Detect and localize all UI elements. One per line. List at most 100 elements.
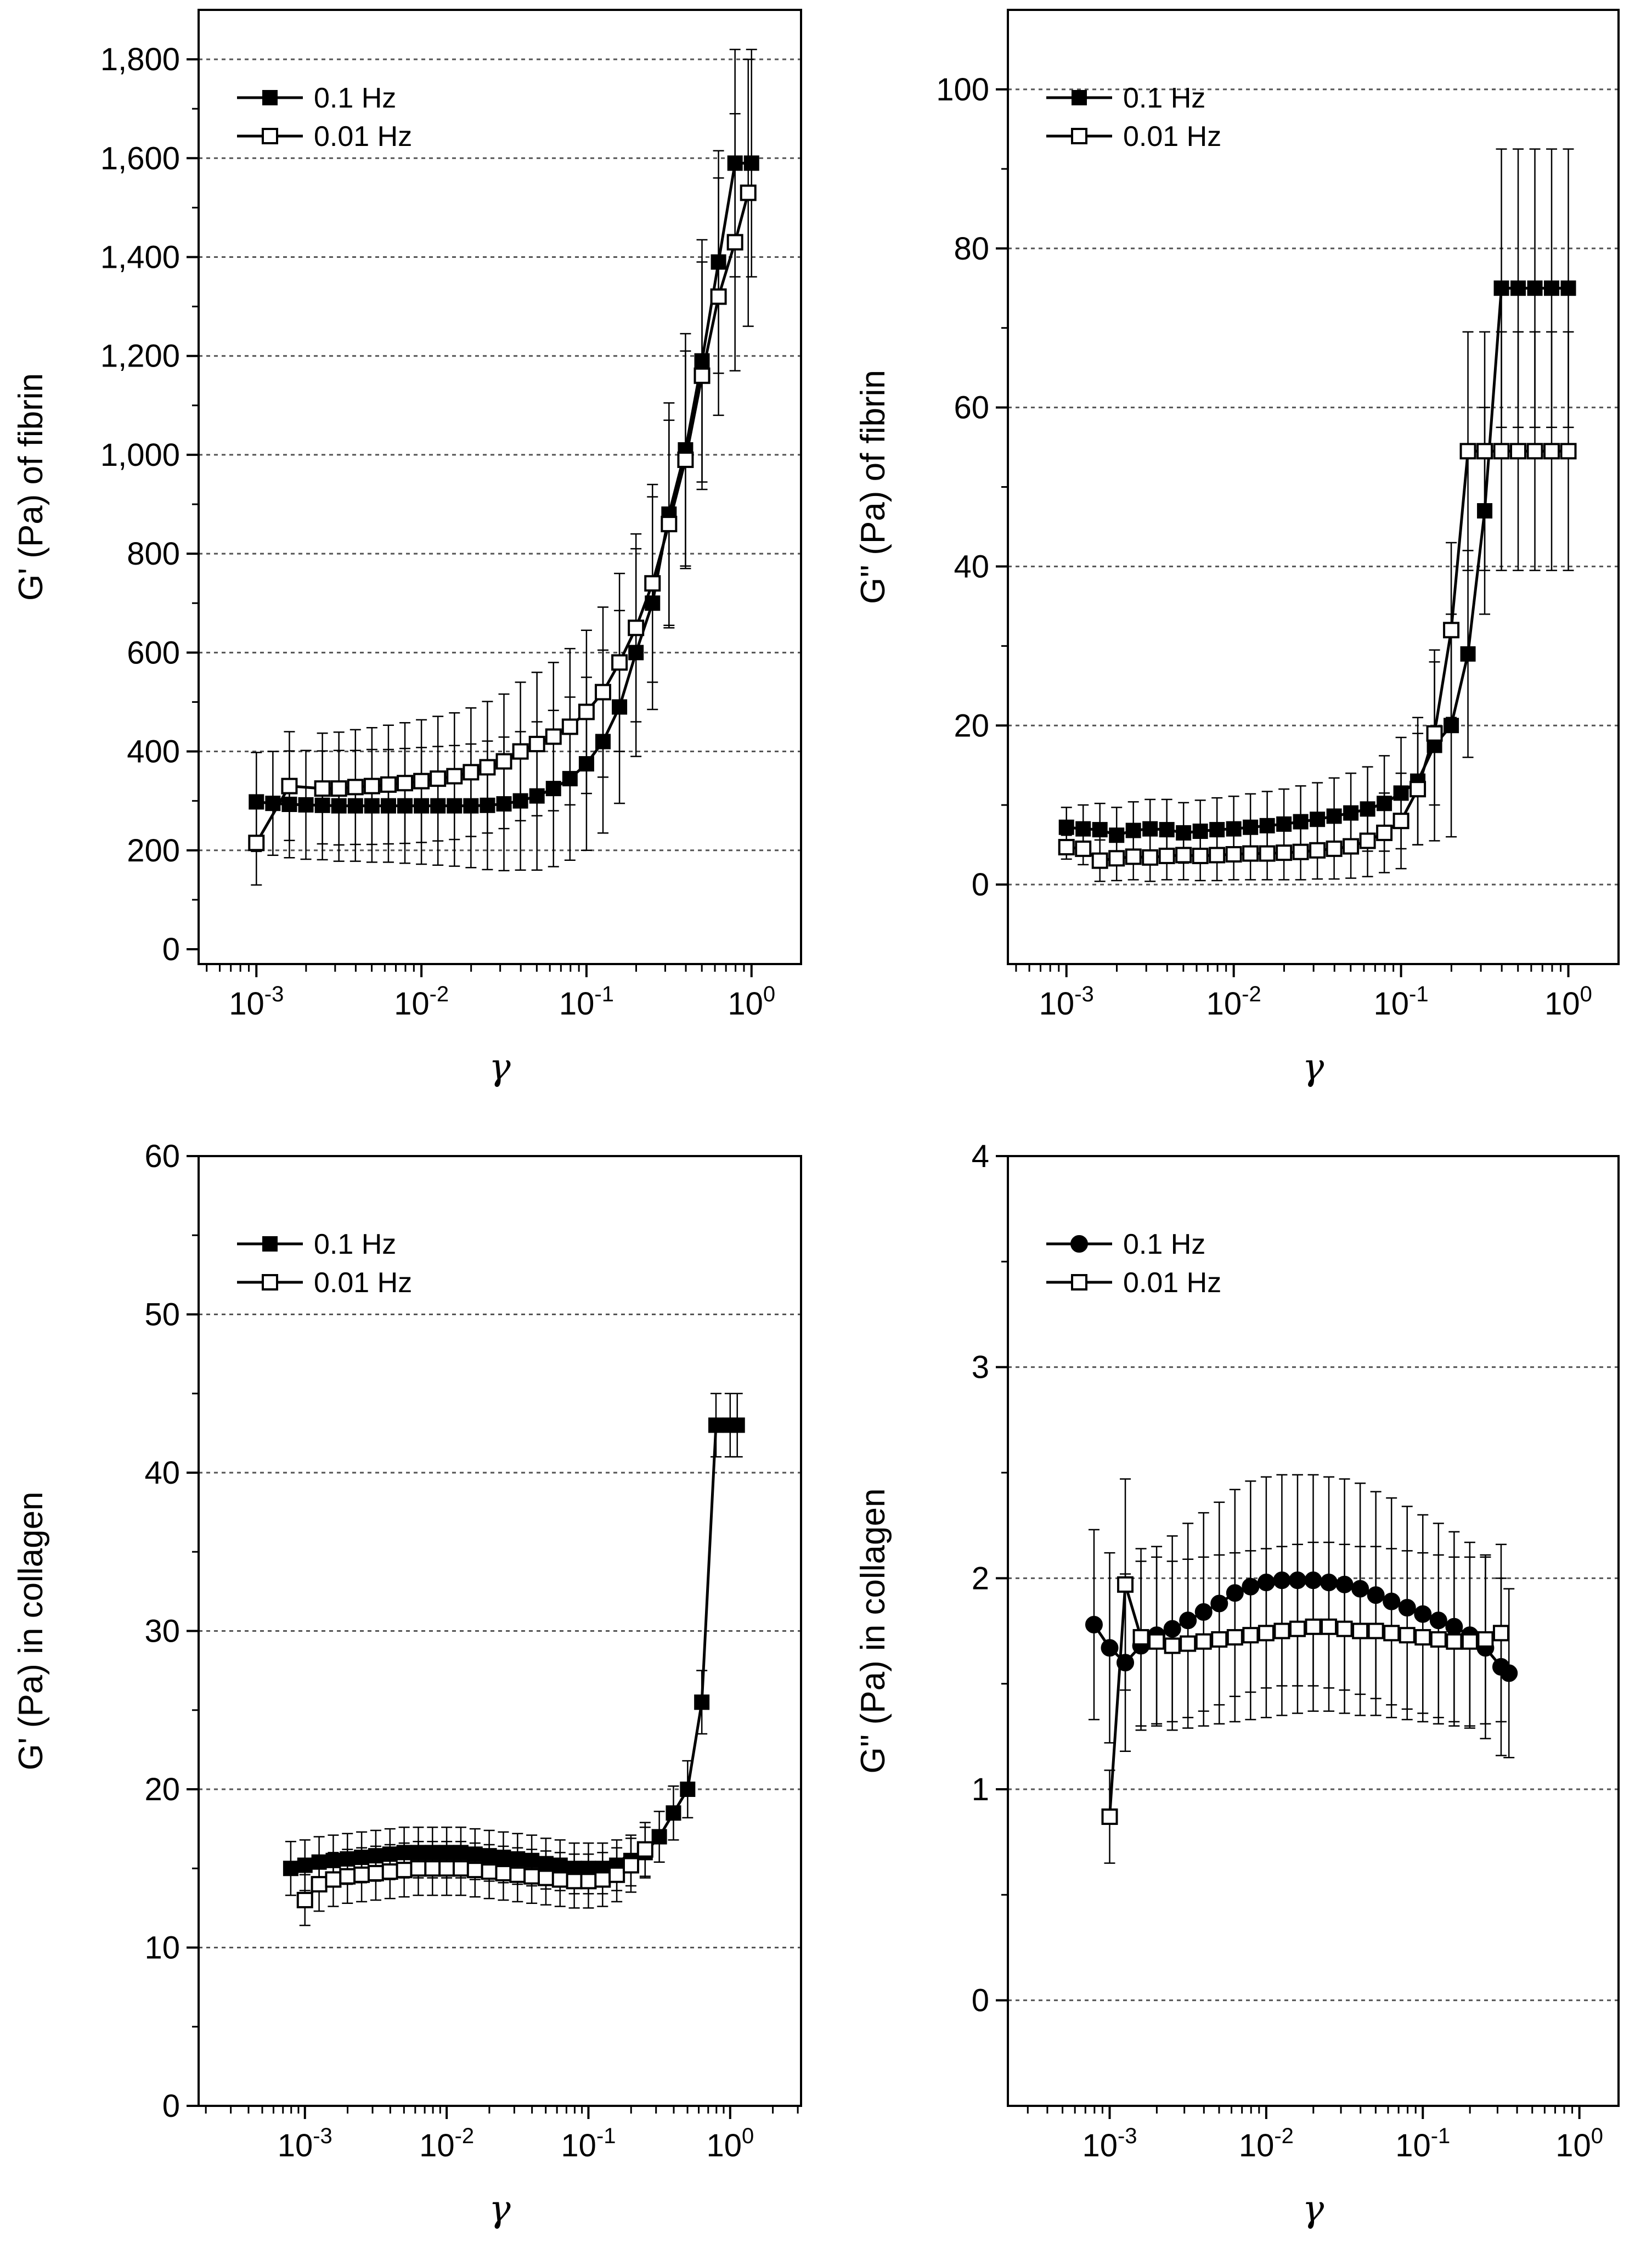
y-tick-label: 50 bbox=[144, 1297, 180, 1333]
x-tick-label: 10-1 bbox=[1395, 2124, 1450, 2163]
data-point bbox=[1367, 1622, 1384, 1639]
data-point bbox=[480, 797, 495, 813]
y-tick-label: 20 bbox=[144, 1772, 180, 1807]
data-point bbox=[1109, 827, 1125, 843]
legend-label: 0.01 Hz bbox=[314, 1267, 412, 1299]
data-point bbox=[566, 1873, 583, 1890]
data-point bbox=[367, 1864, 384, 1881]
panel-fibrin-storage: 0 200 400 600 800 1,000 1,200 1,400 1,600 1,800 10… bbox=[12, 9, 802, 1088]
panel-collagen-loss: 0 1 2 3 4 10-3 10-2 10-1 100 0.1 Hz 0.01 Hz G'' (… bbox=[854, 1139, 1620, 2230]
data-point bbox=[545, 781, 561, 797]
data-point bbox=[1377, 796, 1392, 812]
data-point bbox=[1101, 1639, 1119, 1657]
data-point bbox=[1492, 1625, 1509, 1642]
data-point bbox=[1242, 1577, 1260, 1596]
data-point bbox=[466, 1862, 483, 1879]
data-point bbox=[298, 797, 314, 813]
data-point bbox=[283, 1861, 298, 1877]
axes: 0 10 20 30 40 50 60 10-3 10-2 10-1 100 bbox=[144, 1139, 802, 2163]
data-point bbox=[1211, 1631, 1228, 1648]
data-point bbox=[438, 1860, 455, 1877]
y-tick-label: 800 bbox=[127, 536, 180, 572]
data-point bbox=[1352, 1622, 1369, 1639]
data-point bbox=[1310, 812, 1326, 827]
data-point bbox=[1195, 1633, 1212, 1650]
data-point bbox=[1444, 718, 1459, 734]
x-tick-label: 100 bbox=[706, 2124, 754, 2163]
data-point bbox=[628, 619, 645, 636]
data-point bbox=[1543, 443, 1560, 460]
data-point bbox=[397, 798, 413, 814]
data-point bbox=[708, 1417, 724, 1433]
data-point bbox=[297, 1857, 313, 1873]
gridlines bbox=[199, 1314, 801, 1948]
data-point bbox=[1242, 845, 1259, 862]
x-tick-label: 10-2 bbox=[1239, 2124, 1294, 2163]
data-point bbox=[414, 798, 430, 814]
data-point bbox=[1243, 819, 1259, 835]
data-point bbox=[1180, 1635, 1197, 1652]
data-point bbox=[1125, 848, 1142, 865]
y-tick-label: 10 bbox=[144, 1930, 180, 1966]
data-point bbox=[729, 1417, 745, 1433]
data-point bbox=[594, 1871, 611, 1888]
data-point bbox=[380, 798, 396, 814]
data-point bbox=[1414, 1605, 1432, 1623]
x-tick-label: 100 bbox=[1555, 2124, 1603, 2163]
data-point bbox=[396, 1845, 412, 1861]
data-point bbox=[1273, 1622, 1290, 1639]
data-point bbox=[363, 777, 380, 794]
data-point bbox=[1209, 847, 1226, 864]
y-tick-label: 1,400 bbox=[100, 240, 180, 275]
y-tick-label: 3 bbox=[972, 1350, 989, 1385]
data-point bbox=[1092, 822, 1108, 838]
data-point bbox=[1058, 819, 1074, 835]
data-point bbox=[1343, 805, 1359, 821]
y-axis-label: G'' (Pa) in collagen bbox=[854, 1489, 892, 1774]
data-point bbox=[1210, 1594, 1228, 1613]
data-point bbox=[496, 796, 512, 812]
data-point bbox=[1326, 808, 1342, 824]
data-point bbox=[595, 684, 612, 701]
data-point bbox=[644, 575, 661, 592]
data-point bbox=[743, 155, 759, 171]
x-tick-label: 10-3 bbox=[1039, 982, 1094, 1022]
x-tick-label: 10-3 bbox=[1082, 2124, 1137, 2163]
y-tick-label: 1,600 bbox=[100, 140, 180, 176]
data-point bbox=[248, 835, 265, 852]
data-point bbox=[1429, 1611, 1447, 1630]
data-point bbox=[1544, 280, 1560, 296]
data-point bbox=[447, 798, 463, 814]
data-point bbox=[296, 1891, 313, 1908]
data-point bbox=[1446, 1633, 1463, 1650]
data-point bbox=[529, 788, 545, 804]
legend-label: 0.01 Hz bbox=[1123, 1267, 1221, 1299]
y-tick-label: 30 bbox=[144, 1614, 180, 1649]
y-tick-label: 1,200 bbox=[100, 339, 180, 374]
data-point bbox=[1430, 1631, 1447, 1648]
x-tick-label: 10-2 bbox=[394, 982, 449, 1022]
x-tick-label: 10-2 bbox=[419, 2124, 474, 2163]
data-point bbox=[1510, 280, 1526, 296]
legend-label: 0.1 Hz bbox=[314, 1229, 396, 1260]
data-point bbox=[439, 1845, 455, 1861]
data-point bbox=[381, 1863, 398, 1880]
legend-label: 0.01 Hz bbox=[1123, 121, 1221, 153]
data-point bbox=[1293, 814, 1309, 830]
y-tick-label: 1,800 bbox=[100, 42, 180, 77]
data-point bbox=[1392, 813, 1409, 830]
data-point bbox=[463, 798, 479, 814]
y-axis-label: G' (Pa) in collagen bbox=[12, 1491, 50, 1770]
data-point bbox=[693, 367, 711, 384]
data-point bbox=[314, 797, 330, 813]
x-tick-label: 10-1 bbox=[1374, 982, 1429, 1022]
data-point bbox=[467, 1846, 483, 1862]
data-point bbox=[1192, 823, 1208, 839]
data-point bbox=[1289, 1620, 1306, 1637]
data-point bbox=[1477, 503, 1493, 519]
data-point bbox=[512, 793, 528, 809]
data-point bbox=[1148, 1633, 1165, 1650]
data-point bbox=[1351, 1580, 1369, 1598]
data-point bbox=[510, 1851, 526, 1867]
